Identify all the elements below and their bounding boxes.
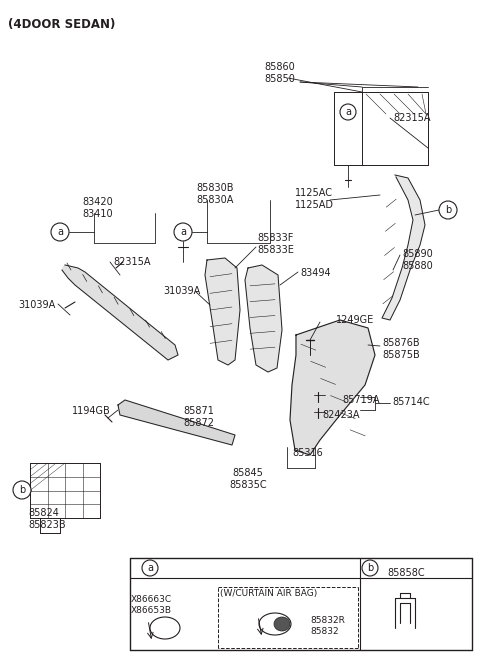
Text: b: b — [367, 563, 373, 573]
Text: 31039A: 31039A — [18, 300, 55, 310]
Polygon shape — [245, 265, 282, 372]
Text: 85860
85850: 85860 85850 — [264, 62, 295, 85]
Text: X86663C
X86653B: X86663C X86653B — [131, 595, 172, 615]
Ellipse shape — [150, 617, 180, 639]
Text: 85833F
85833E: 85833F 85833E — [257, 233, 294, 255]
Text: 1194GB: 1194GB — [72, 406, 111, 416]
Text: 85876B
85875B: 85876B 85875B — [382, 338, 420, 360]
Text: 85832R
85832: 85832R 85832 — [310, 616, 345, 636]
Text: 85890
85880: 85890 85880 — [402, 249, 433, 272]
Circle shape — [362, 560, 378, 576]
Text: 82315A: 82315A — [393, 113, 431, 123]
Polygon shape — [62, 265, 178, 360]
Text: 1125AC
1125AD: 1125AC 1125AD — [295, 188, 334, 211]
Polygon shape — [290, 320, 375, 455]
Text: b: b — [19, 485, 25, 495]
Text: 85830B
85830A: 85830B 85830A — [196, 183, 233, 205]
Circle shape — [51, 223, 69, 241]
Polygon shape — [205, 258, 240, 365]
Text: b: b — [445, 205, 451, 215]
Text: 85316: 85316 — [292, 448, 323, 458]
Text: 85714C: 85714C — [392, 397, 430, 407]
Text: (W/CURTAIN AIR BAG): (W/CURTAIN AIR BAG) — [220, 589, 317, 598]
Text: 85719A: 85719A — [342, 395, 380, 405]
Circle shape — [142, 560, 158, 576]
Text: 82423A: 82423A — [322, 410, 360, 420]
Ellipse shape — [259, 613, 291, 635]
Text: a: a — [147, 563, 153, 573]
Text: 85845
85835C: 85845 85835C — [229, 468, 267, 491]
Circle shape — [174, 223, 192, 241]
Text: a: a — [345, 107, 351, 117]
Circle shape — [13, 481, 31, 499]
Text: a: a — [57, 227, 63, 237]
Text: 83420
83410: 83420 83410 — [82, 197, 113, 219]
Polygon shape — [118, 400, 235, 445]
Text: 1249GE: 1249GE — [336, 315, 374, 325]
Text: 85858C: 85858C — [387, 568, 425, 578]
Text: 83494: 83494 — [300, 268, 331, 278]
Polygon shape — [382, 175, 425, 320]
Circle shape — [439, 201, 457, 219]
Text: 85824
85823B: 85824 85823B — [28, 508, 66, 531]
Text: (4DOOR SEDAN): (4DOOR SEDAN) — [8, 18, 115, 31]
Ellipse shape — [274, 617, 290, 631]
Text: 82315A: 82315A — [113, 257, 151, 267]
Text: a: a — [180, 227, 186, 237]
Circle shape — [340, 104, 356, 120]
Text: 85871
85872: 85871 85872 — [183, 406, 214, 428]
Text: 31039A: 31039A — [163, 286, 200, 296]
